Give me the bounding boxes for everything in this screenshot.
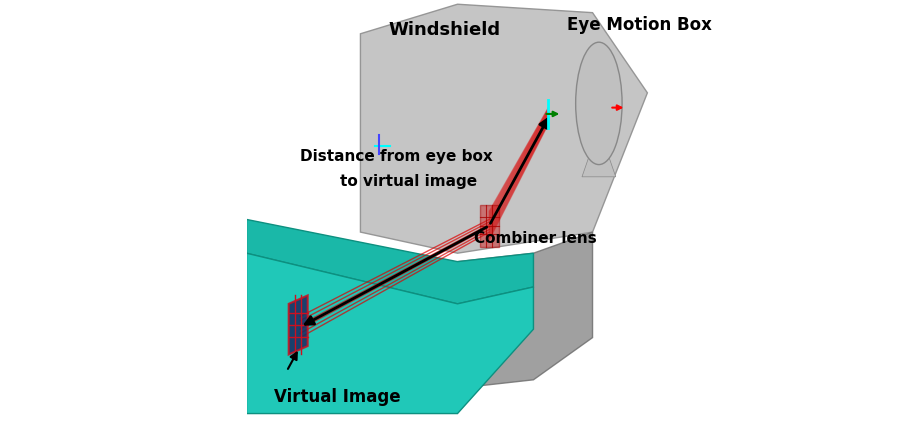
Polygon shape (361, 4, 648, 253)
Polygon shape (289, 295, 307, 354)
Text: Distance from eye box: Distance from eye box (300, 149, 492, 164)
Polygon shape (246, 219, 533, 304)
Polygon shape (246, 253, 533, 414)
FancyBboxPatch shape (479, 205, 499, 247)
Text: Combiner lens: Combiner lens (474, 231, 597, 246)
Text: Virtual Image: Virtual Image (274, 388, 401, 406)
Text: to virtual image: to virtual image (340, 174, 478, 189)
Text: Eye Motion Box: Eye Motion Box (567, 16, 712, 34)
Ellipse shape (576, 42, 622, 165)
Polygon shape (582, 152, 616, 177)
Polygon shape (458, 232, 593, 388)
Text: Windshield: Windshield (389, 21, 501, 38)
